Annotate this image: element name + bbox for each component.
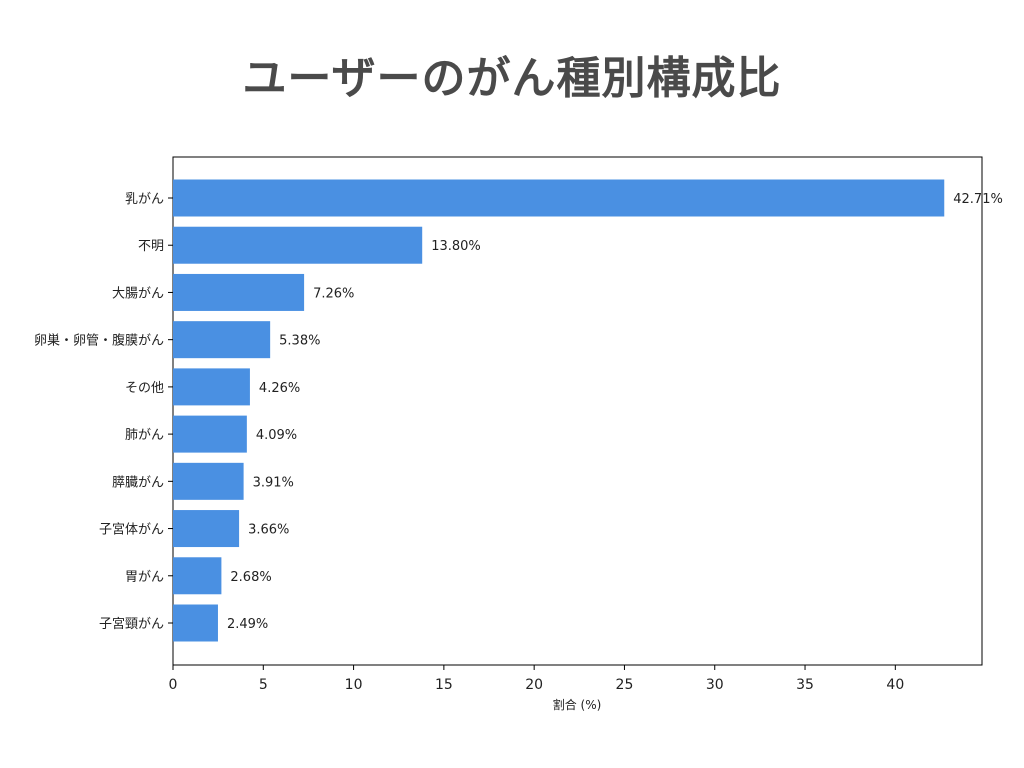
category-label: 膵臓がん — [112, 475, 164, 490]
bar — [173, 415, 247, 453]
value-label: 13.80% — [431, 239, 481, 254]
bar — [173, 226, 423, 264]
value-label: 7.26% — [313, 286, 354, 301]
bar — [173, 368, 250, 406]
value-label: 3.66% — [248, 523, 289, 538]
category-label: 不明 — [138, 239, 164, 254]
bar — [173, 273, 305, 311]
value-label: 42.71% — [953, 192, 1003, 207]
value-label: 5.38% — [279, 334, 320, 349]
x-tick-label: 30 — [706, 677, 724, 693]
bar — [173, 557, 222, 595]
value-label: 2.68% — [230, 570, 271, 585]
x-tick-label: 15 — [435, 677, 453, 693]
plot-frame — [172, 156, 983, 666]
category-label: 大腸がん — [112, 286, 164, 301]
page-title: ユーザーのがん種別構成比 — [242, 53, 782, 104]
bar — [173, 462, 244, 500]
category-label: 胃がん — [125, 570, 164, 585]
bar — [173, 510, 240, 548]
x-tick-label: 35 — [796, 677, 814, 693]
bar — [173, 321, 271, 359]
value-label: 2.49% — [227, 617, 268, 632]
x-tick-label: 0 — [169, 677, 178, 693]
x-axis-label: 割合 (%) — [553, 697, 602, 712]
x-tick-label: 40 — [886, 677, 904, 693]
value-label: 4.26% — [259, 381, 300, 396]
category-label: 卵巣・卵管・腹膜がん — [34, 333, 164, 349]
value-label: 4.09% — [256, 428, 297, 443]
bar — [173, 604, 218, 642]
x-tick-label: 20 — [525, 677, 543, 693]
x-tick-label: 25 — [616, 677, 634, 693]
category-label: 子宮体がん — [99, 522, 164, 538]
category-label: 子宮頸がん — [99, 616, 164, 632]
category-label: その他 — [125, 381, 164, 396]
x-tick-label: 10 — [345, 677, 363, 693]
category-label: 肺がん — [125, 428, 164, 443]
x-tick-label: 5 — [259, 677, 268, 693]
category-label: 乳がん — [125, 192, 164, 207]
bar — [173, 179, 945, 217]
value-label: 3.91% — [253, 475, 294, 490]
